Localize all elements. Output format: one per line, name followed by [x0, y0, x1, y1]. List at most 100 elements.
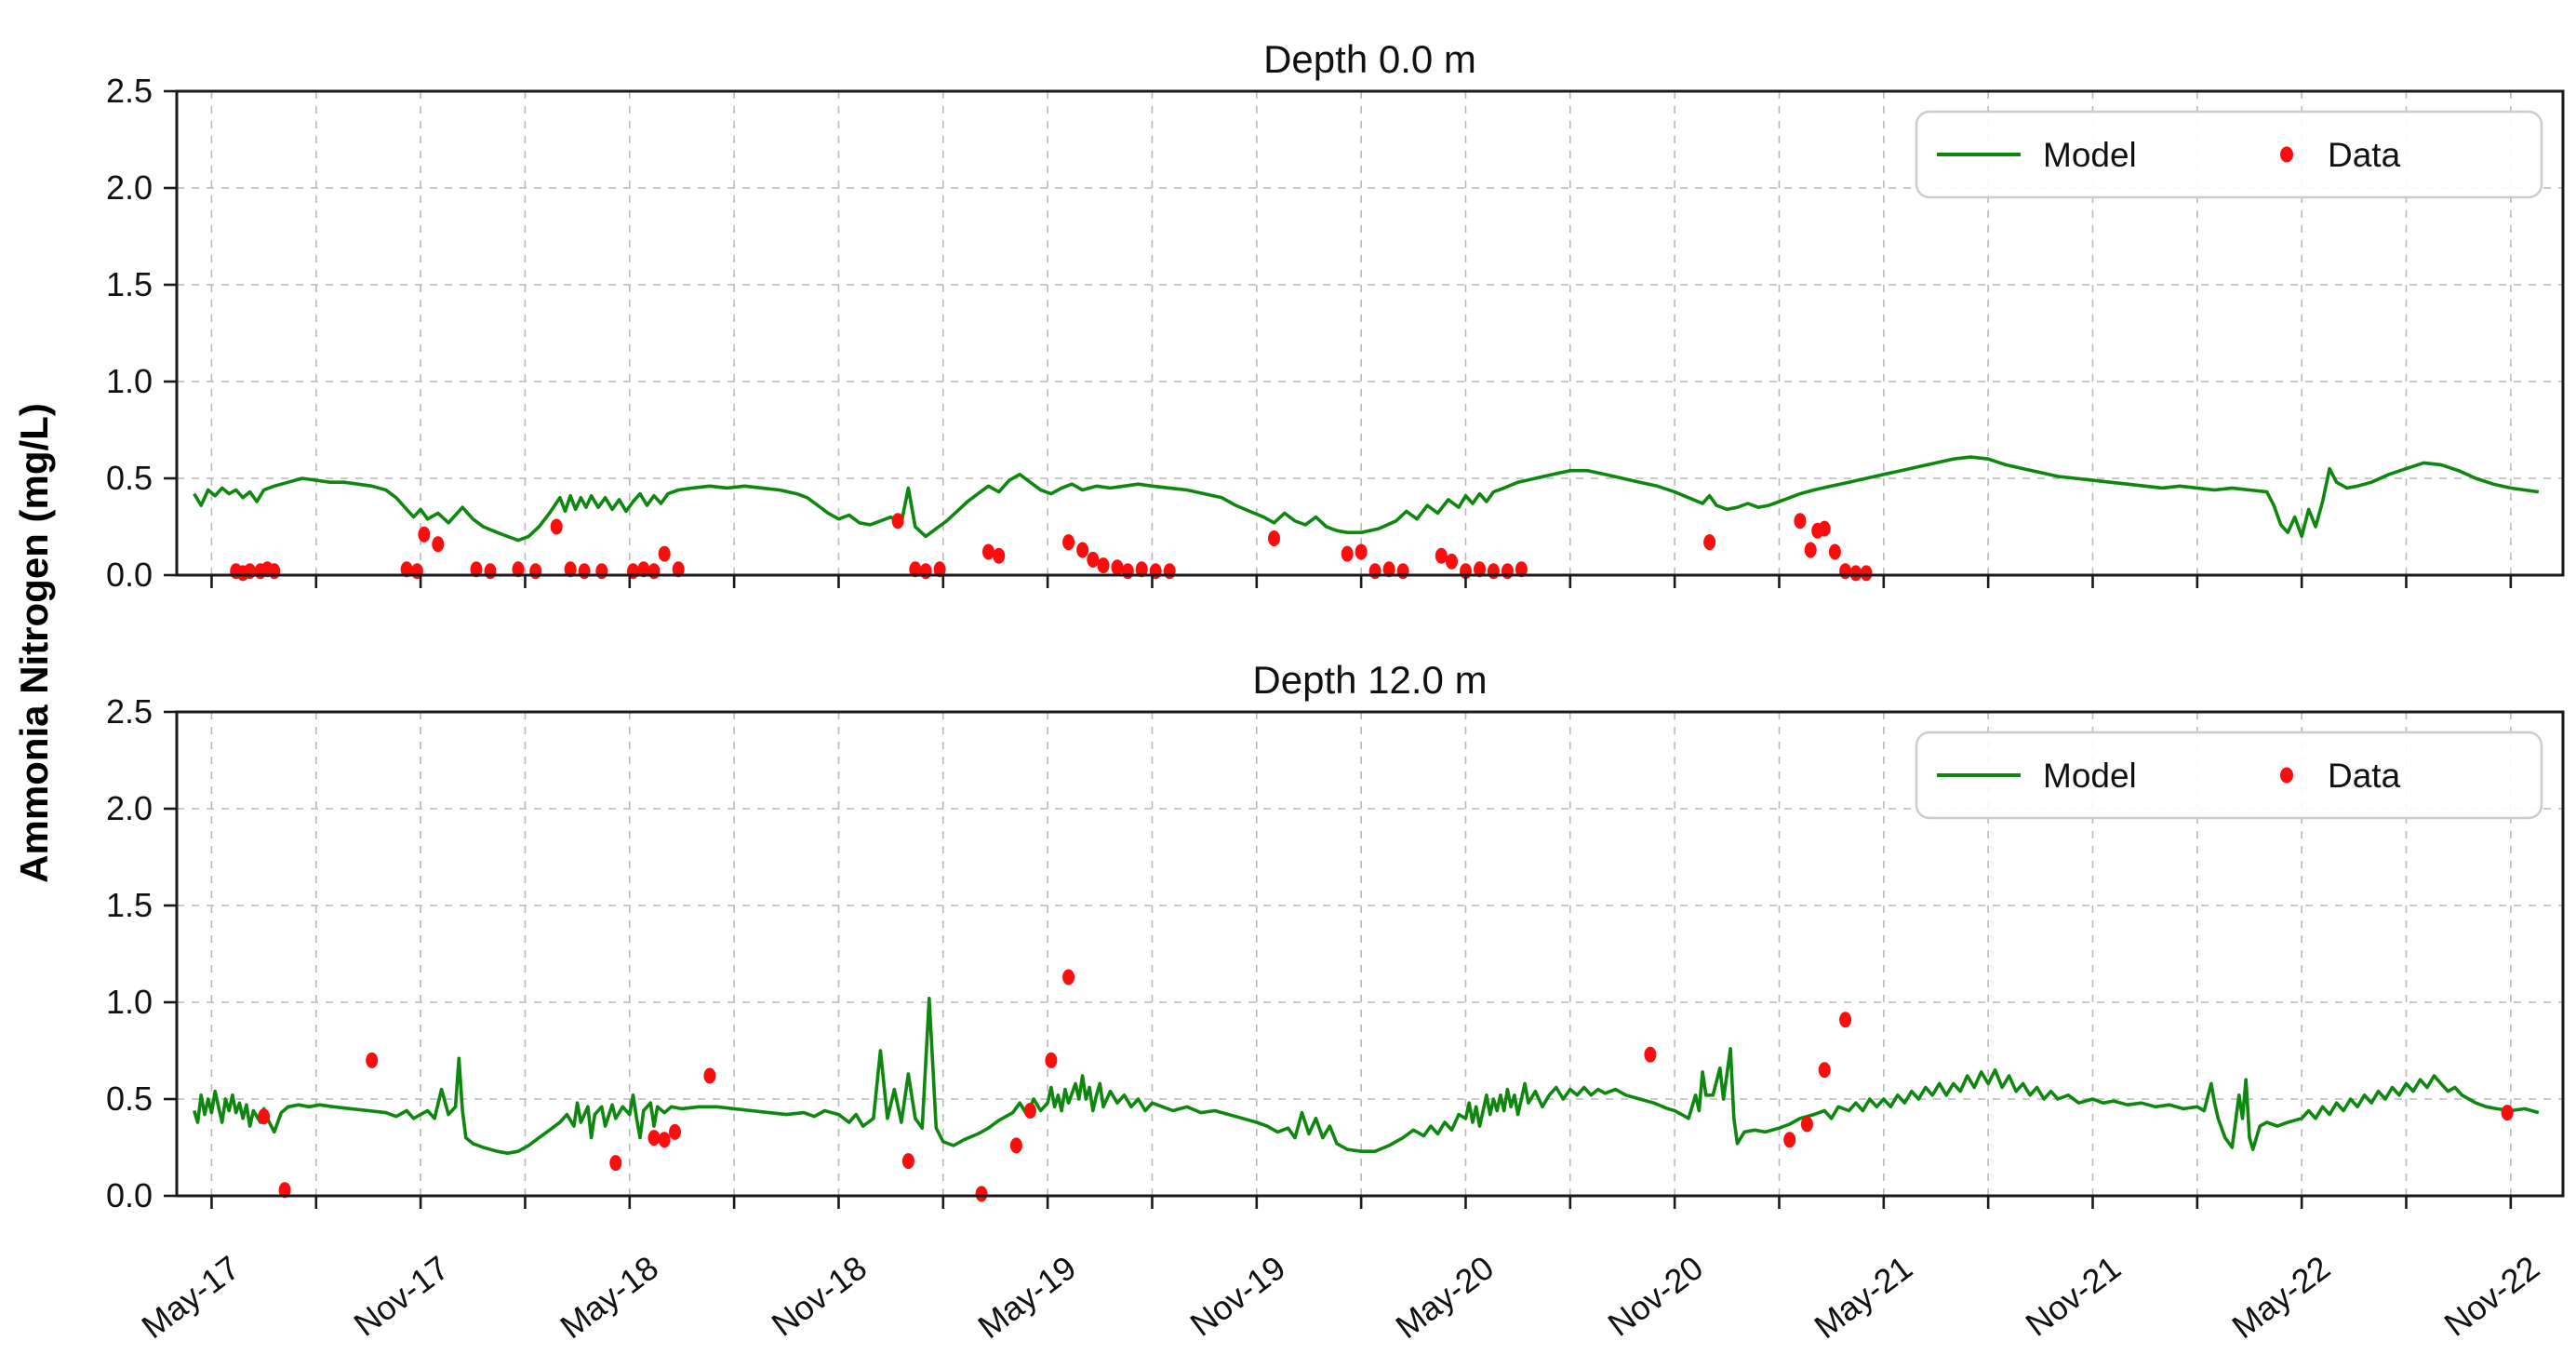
- plot-border: [175, 89, 2565, 577]
- data-point: [1860, 565, 1873, 582]
- data-point: [647, 1130, 661, 1147]
- data-point: [366, 1052, 379, 1068]
- x-tick-label: Nov-18: [765, 1248, 874, 1344]
- data-point: [418, 526, 431, 543]
- data-point: [1839, 563, 1852, 580]
- data-point: [470, 561, 483, 578]
- data-point: [669, 1123, 681, 1140]
- x-tick-anchor: May-19: [960, 1244, 1084, 1346]
- y-tick-label: 1.0: [105, 983, 153, 1021]
- data-point: [909, 561, 922, 578]
- data-point: [891, 513, 904, 530]
- data-point: [400, 561, 413, 578]
- x-tick-anchor: May-21: [1796, 1244, 1919, 1346]
- data-point: [529, 563, 542, 580]
- legend: Model Data: [1915, 731, 2543, 820]
- legend-data-label: Data: [2328, 136, 2401, 174]
- x-tick-label: Nov-21: [2019, 1248, 2129, 1344]
- subplot-canvas-0: Model Data: [164, 89, 2565, 588]
- x-tick-label: Nov-17: [346, 1248, 457, 1344]
- y-tick-label: 1.5: [105, 886, 153, 924]
- y-tick-label: 1.5: [105, 265, 153, 303]
- model-line: [193, 455, 2540, 543]
- x-tick-anchor: Nov-19: [1173, 1244, 1291, 1344]
- x-tick-anchor: Nov-18: [754, 1244, 874, 1344]
- data-point: [1487, 563, 1500, 580]
- legend-data-marker-sample: [2280, 146, 2293, 163]
- data-point: [637, 561, 650, 578]
- data-point: [595, 563, 608, 580]
- data-point: [258, 1108, 271, 1125]
- data-point: [1121, 563, 1134, 580]
- data-point: [1794, 513, 1807, 530]
- legend-box: [1915, 731, 2543, 820]
- data-point: [1045, 1052, 1058, 1068]
- data-point: [1368, 563, 1381, 580]
- legend: Model Data: [1915, 110, 2543, 199]
- y-tick-label: 2.0: [105, 168, 153, 207]
- x-tick-label: Nov-20: [1600, 1248, 1711, 1344]
- subplot-title-1: Depth 12.0 m: [1252, 658, 1488, 702]
- data-point: [1396, 563, 1409, 580]
- data-point: [432, 536, 445, 553]
- data-point: [609, 1155, 622, 1172]
- data-point: [1111, 559, 1124, 576]
- data-point: [993, 547, 1006, 564]
- data-point: [1135, 561, 1148, 578]
- data-point: [1382, 561, 1395, 578]
- y-tick-label: 0.0: [105, 556, 153, 594]
- legend-data-label: Data: [2328, 757, 2401, 795]
- data-point: [901, 1153, 914, 1170]
- data-point: [1023, 1103, 1036, 1119]
- data-point: [244, 563, 257, 580]
- data-point: [1355, 543, 1368, 560]
- data-point: [1435, 547, 1448, 564]
- data-point: [1341, 545, 1354, 562]
- data-point: [1703, 534, 1716, 551]
- x-tick-label: May-19: [970, 1248, 1084, 1347]
- data-point: [1783, 1132, 1796, 1148]
- x-tick-label: Nov-22: [2436, 1248, 2546, 1344]
- data-point: [1097, 557, 1110, 574]
- data-point: [1062, 969, 1075, 986]
- x-tick-anchor: Nov-17: [337, 1244, 456, 1344]
- x-tick-anchor: May-20: [1378, 1244, 1502, 1346]
- data-point: [1076, 542, 1089, 558]
- data-point: [268, 563, 281, 580]
- data-point: [578, 563, 591, 580]
- data-point: [1849, 565, 1862, 582]
- x-tick-label: May-20: [1388, 1248, 1502, 1347]
- subplot-title-0: Depth 0.0 m: [1263, 37, 1476, 81]
- x-tick-label: Nov-19: [1182, 1248, 1292, 1344]
- data-point: [658, 545, 671, 562]
- data-point: [975, 1186, 988, 1202]
- x-tick-anchor: May-17: [124, 1244, 247, 1346]
- data-point: [1474, 561, 1486, 578]
- x-tick-label: May-17: [134, 1248, 247, 1347]
- subplot-canvas-1: Model Data: [164, 710, 2565, 1209]
- data-point: [1009, 1137, 1022, 1154]
- y-tick-label: 0.5: [105, 459, 153, 497]
- y-tick-label: 1.0: [105, 362, 153, 400]
- data-point: [1087, 551, 1100, 568]
- data-point: [564, 561, 577, 578]
- data-point: [658, 1132, 671, 1148]
- y-axis-label: Ammonia Nitrogen (mg/L): [12, 403, 56, 883]
- data-point: [512, 561, 525, 578]
- legend-box: [1915, 110, 2543, 199]
- y-tick-label: 2.5: [105, 692, 153, 731]
- data-point: [703, 1067, 716, 1084]
- data-point: [1268, 530, 1280, 546]
- y-tick-label: 0.5: [105, 1080, 153, 1118]
- x-tick-anchor: May-18: [542, 1244, 665, 1346]
- data-point: [1501, 563, 1514, 580]
- data-point: [1800, 1116, 1813, 1133]
- model-line: [192, 997, 2540, 1155]
- legend-model-label: Model: [2043, 136, 2137, 174]
- data-point: [1644, 1046, 1657, 1063]
- x-tick-label: May-22: [2224, 1248, 2338, 1347]
- data-point: [647, 563, 661, 580]
- data-point: [2501, 1105, 2514, 1121]
- data-point: [1163, 563, 1176, 580]
